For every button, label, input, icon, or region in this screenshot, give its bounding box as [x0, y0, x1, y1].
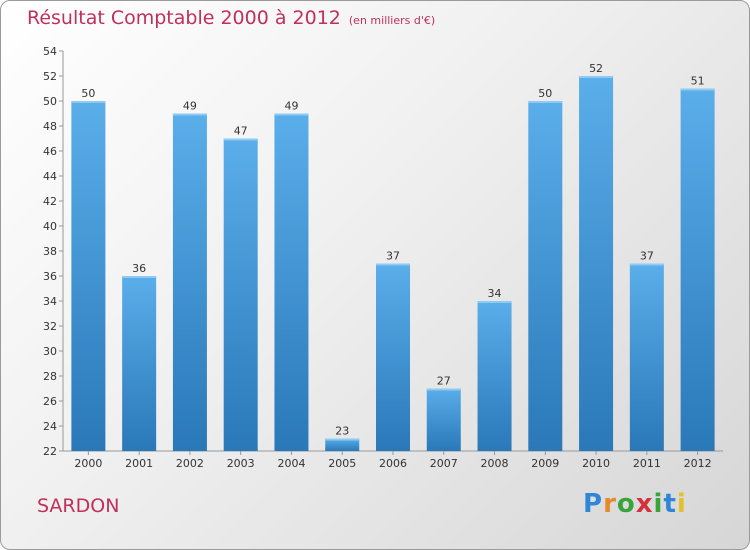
chart-subtitle: (en milliers d'€)	[348, 14, 436, 27]
logo-letter: t	[663, 489, 677, 519]
data-label-2002: 49	[183, 100, 197, 113]
y-tick-label: 32	[43, 320, 57, 333]
bar-2012	[680, 88, 715, 451]
place-name: SARDON	[37, 495, 120, 517]
bar-top-highlight	[426, 388, 461, 391]
bar-2005	[325, 438, 360, 451]
y-tick-label: 34	[43, 295, 57, 308]
bar-top-highlight	[528, 101, 563, 103]
bar-2003	[223, 138, 258, 451]
bar-2002	[172, 113, 207, 451]
x-tick-label-2010: 2010	[582, 457, 610, 470]
y-tick-label: 38	[43, 245, 57, 258]
bar-2007	[426, 388, 461, 451]
y-tick-label: 50	[43, 95, 57, 108]
bar-top-highlight	[274, 113, 309, 116]
bar-top-highlight	[376, 263, 410, 266]
bar-top-highlight	[223, 138, 258, 141]
bar-top-highlight	[579, 76, 614, 78]
logo-letter: r	[603, 489, 617, 519]
x-tick-label-2002: 2002	[176, 457, 204, 470]
bar-top-highlight	[325, 438, 360, 441]
logo-letter: x	[635, 489, 654, 519]
bar-top-highlight	[477, 301, 512, 303]
x-tick-label-2004: 2004	[277, 457, 305, 470]
bar-2000	[71, 101, 106, 451]
logo-letter: o	[616, 489, 636, 519]
bar-2008	[477, 301, 512, 451]
x-tick-label-2003: 2003	[227, 457, 255, 470]
data-label-2009: 50	[538, 87, 552, 100]
y-tick-label: 30	[43, 345, 57, 358]
y-tick-label: 40	[43, 220, 57, 233]
data-label-2008: 34	[488, 287, 502, 300]
x-tick-label-2001: 2001	[125, 457, 153, 470]
bar-top-highlight	[122, 276, 157, 278]
bar-2006	[376, 263, 410, 451]
data-label-2007: 27	[437, 375, 451, 388]
data-label-2000: 50	[81, 87, 95, 100]
x-tick-label-2007: 2007	[430, 457, 458, 470]
y-tick-label: 44	[43, 170, 57, 183]
y-tick-label: 36	[43, 270, 57, 283]
data-label-2004: 49	[284, 100, 298, 113]
x-tick-label-2006: 2006	[379, 457, 407, 470]
chart-title: Résultat Comptable 2000 à 2012 (en millie…	[27, 7, 435, 29]
data-label-2012: 51	[691, 75, 705, 88]
data-label-2006: 37	[386, 250, 400, 263]
data-label-2011: 37	[640, 250, 654, 263]
bar-2004	[274, 113, 309, 451]
chart-title-text: Résultat Comptable 2000 à 2012	[27, 7, 341, 29]
logo-letter: i	[676, 489, 687, 519]
data-label-2005: 23	[335, 425, 349, 438]
y-tick-label: 42	[43, 195, 57, 208]
x-tick-label-2012: 2012	[684, 457, 712, 470]
bar-2009	[528, 101, 563, 451]
x-tick-label-2009: 2009	[531, 457, 559, 470]
y-tick-label: 24	[43, 420, 57, 433]
logo-letter: i	[653, 489, 664, 519]
bar-top-highlight	[680, 88, 715, 91]
logo-letter: P	[583, 489, 604, 519]
bar-2010	[579, 76, 614, 451]
data-label-2001: 36	[132, 262, 146, 275]
bar-top-highlight	[629, 263, 664, 266]
data-label-2010: 52	[589, 62, 603, 75]
data-label-2003: 47	[234, 125, 248, 138]
proxiti-logo: Proxiti	[583, 489, 687, 519]
y-tick-label: 52	[43, 70, 57, 83]
x-tick-label-2005: 2005	[328, 457, 356, 470]
y-tick-label: 22	[43, 445, 57, 458]
bar-2001	[122, 276, 157, 451]
bar-top-highlight	[71, 101, 106, 103]
x-tick-label-2011: 2011	[633, 457, 661, 470]
y-tick-label: 48	[43, 120, 57, 133]
bar-top-highlight	[172, 113, 207, 116]
y-tick-label: 46	[43, 145, 57, 158]
y-tick-label: 26	[43, 395, 57, 408]
y-tick-label: 28	[43, 370, 57, 383]
bar-2011	[629, 263, 664, 451]
y-tick-label: 54	[43, 45, 57, 58]
x-tick-label-2000: 2000	[74, 457, 102, 470]
x-tick-label-2008: 2008	[481, 457, 509, 470]
